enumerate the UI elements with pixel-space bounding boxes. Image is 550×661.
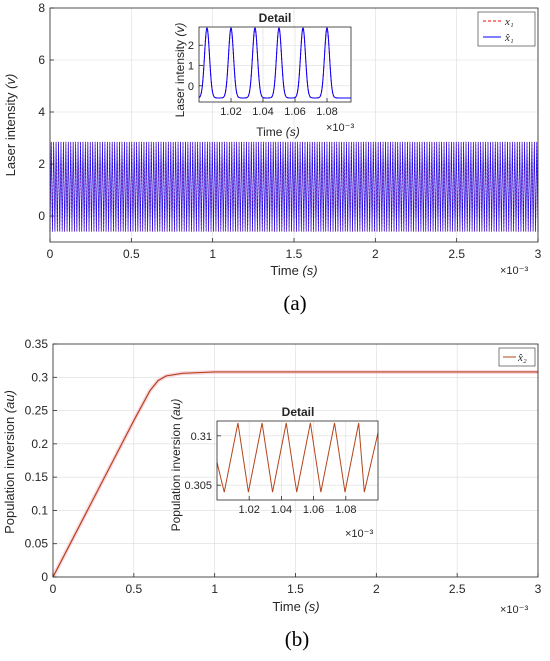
panel-a-ylabel-text: Laser intensity	[3, 92, 18, 176]
panel-b-ytick-label: 0.3	[31, 370, 48, 384]
panel-a-inset-xtick-label: 1.08	[316, 106, 337, 118]
panel-b-ytick-label: 0.1	[31, 503, 48, 517]
panel-a-inset-xtick-label: 1.06	[284, 106, 305, 118]
panel-b-ylabel: Population inversion (au)	[2, 390, 17, 534]
svg-text:Time (s): Time (s)	[270, 263, 317, 278]
panel-a-inset-xtick-label: 1.04	[252, 106, 273, 118]
panel-a-inset-ytick-label: 0	[188, 81, 194, 93]
panel-b-ytick-label: 0	[41, 570, 48, 584]
svg-text:Time (s): Time (s)	[272, 599, 319, 614]
svg-text:Population inversion (au): Population inversion (au)	[2, 390, 17, 534]
panel-a-xtick-label: 0	[47, 247, 54, 261]
panel-a-xtick-label: 1	[209, 247, 216, 261]
panel-b-inset-ytick-label: 0.31	[191, 431, 212, 443]
panel-a-inset-ylabel-text: Laser intensity	[173, 40, 187, 117]
panel-b-inset-xtick-label: 1.08	[335, 504, 356, 516]
panel-a-xtick-label: 0.5	[123, 247, 140, 261]
svg-text:Laser intensity (v): Laser intensity (v)	[3, 74, 18, 177]
panel-b-main-plot: 0 0.5 1 1.5 2 2.5 300.050.10.150.20.250.30.35 …	[2, 337, 542, 616]
panel-b-xtick-label: 2	[373, 582, 380, 596]
panel-b-inset-xtick-label: 1.04	[271, 504, 292, 516]
panel-b-inset-ylabel: Population inversion (au)	[169, 399, 183, 532]
panel-a-ylabel-unit: (v)	[3, 74, 18, 89]
panel-a-inset-xlabel-unit: (s)	[286, 125, 300, 139]
panel-a-series-2	[49, 141, 539, 232]
panel-b-xlabel-text: Time	[272, 599, 300, 614]
panel-b-series-1	[52, 371, 538, 578]
panel-a-inset-xtick-label: 1.02	[220, 106, 241, 118]
panel-a-ylabel: Laser intensity (v)	[3, 74, 18, 177]
panel-b-xtick-label: 0.5	[125, 582, 142, 596]
panel-a-inset: 1.02 1.04 1.06 1.08 0 1 2 Detail ×10⁻³ Time (s…	[173, 11, 354, 139]
panel-b-xtick-label: 0	[50, 582, 57, 596]
panel-a-label: (a)	[283, 291, 306, 315]
panel-b-ytick-label: 0.25	[25, 404, 49, 418]
panel-a-ytick-label: 6	[38, 53, 45, 67]
panel-b-legend: x̂₂	[498, 347, 536, 367]
panel-b-xtick-label: 3	[535, 582, 542, 596]
panel-a-ytick-label: 2	[38, 157, 45, 171]
panel-b-ytick-label: 0.15	[25, 470, 49, 484]
panel-a-xlabel-unit: (s)	[302, 263, 317, 278]
panel-a-legend: x₁ x̂₁	[477, 11, 536, 47]
panel-a-x-exponent: ×10⁻³	[500, 265, 528, 277]
panel-a-legend-series-2: x̂₁	[504, 32, 514, 44]
panel-a-xtick-label: 2	[372, 247, 379, 261]
panel-a-inset-xlabel-text: Time	[256, 125, 283, 139]
panel-a-xtick-label: 1.5	[286, 247, 303, 261]
panel-a-xtick-label: 3	[535, 247, 542, 261]
panel-b-inset-xtick-label: 1.06	[303, 504, 324, 516]
panel-b-ytick-label: 0.2	[31, 437, 48, 451]
panel-a-inset-x-exponent: ×10⁻³	[326, 122, 354, 134]
panel-b-inset-series-1	[216, 422, 379, 493]
panel-b-xtick-label: 1.5	[287, 582, 304, 596]
panel-a-xlabel: Time (s)	[270, 263, 317, 278]
panel-a-xtick-label: 2.5	[448, 247, 465, 261]
panel-b-xlabel: Time (s)	[272, 599, 319, 614]
panel-b-inset-ytick-label: 0.305	[184, 480, 212, 492]
panel-a-inset-ylabel: Laser intensity (v)	[173, 23, 187, 118]
panel-a-legend-series-1: x₁	[504, 16, 514, 28]
panel-b-xtick-label: 2.5	[449, 582, 466, 596]
panel-b-inset-ylabel-unit: (au)	[169, 399, 183, 420]
panel-a-ytick-label: 0	[38, 209, 45, 223]
panel-a-inset-ytick-label: 1	[188, 61, 194, 73]
svg-text:Time (s): Time (s)	[256, 125, 300, 139]
panel-b-inset-x-exponent: ×10⁻³	[345, 528, 373, 540]
panel-b-ylabel-text: Population inversion	[2, 417, 17, 534]
panel-b-ytick-label: 0.05	[25, 537, 49, 551]
panel-a-inset-xlabel: Time (s)	[256, 125, 300, 139]
panel-b-inset-title: Detail	[282, 405, 315, 419]
panel-b-inset: 1.02 1.04 1.06 1.08 0.305 0.31 Detail ×10⁻³ P…	[169, 399, 379, 540]
panel-b-ytick-label: 0.35	[25, 337, 49, 351]
svg-text:Population inversion (au): Population inversion (au)	[169, 399, 183, 532]
panel-b-ylabel-unit: (au)	[2, 390, 17, 413]
panel-b-xtick-label: 1	[211, 582, 218, 596]
panel-b-inset-xtick-label: 1.02	[238, 504, 259, 516]
panel-a-inset-ytick-label: 2	[188, 40, 194, 52]
panel-a-inset-title: Detail	[259, 11, 292, 25]
svg-text:Laser intensity (v): Laser intensity (v)	[173, 23, 187, 118]
panel-b-inset-ylabel-text: Population inversion	[169, 423, 183, 531]
panel-a-inset-series-2	[198, 26, 351, 99]
panel-b-x-exponent: ×10⁻³	[500, 604, 528, 616]
panel-b-label: (b)	[285, 627, 310, 651]
panel-a-ytick-label: 4	[38, 105, 45, 119]
panel-a-xlabel-text: Time	[270, 263, 298, 278]
panel-a-ytick-label: 8	[38, 1, 45, 15]
panel-b-legend-series-1: x̂₂	[517, 352, 527, 364]
panel-a-main-plot: 0 0.5 1 1.5 2 2.5 3 0 2 4 6 8 ×10⁻³ Time (s) Laser …	[3, 1, 542, 278]
panel-a-inset-ylabel-unit: (v)	[173, 23, 187, 37]
panel-b-xlabel-unit: (s)	[304, 599, 319, 614]
